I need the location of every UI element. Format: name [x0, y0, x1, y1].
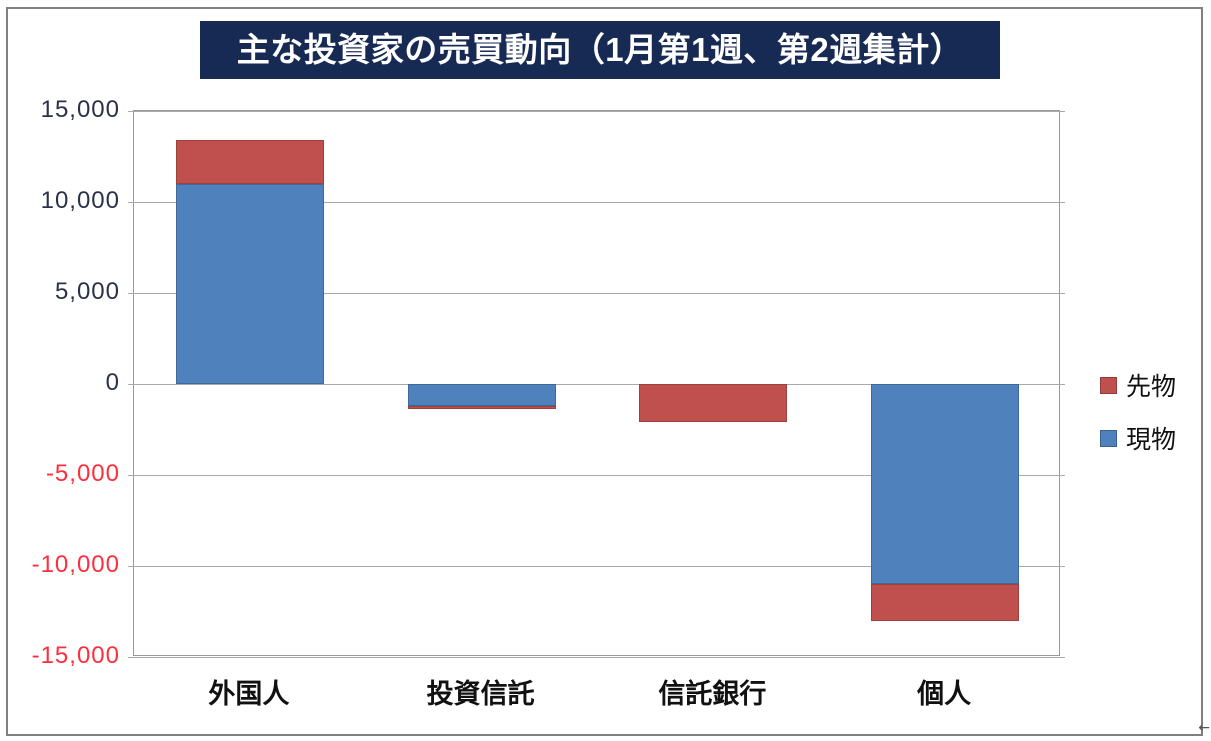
- spot-swatch: [1100, 429, 1117, 447]
- gridline: [128, 565, 1065, 567]
- bar-segment-現物: [175, 183, 324, 384]
- bar-segment-現物: [407, 384, 556, 406]
- legend-item-spot: 現物: [1100, 420, 1176, 456]
- y-tick-label: 5,000: [54, 278, 120, 305]
- bar-segment-先物: [871, 584, 1020, 621]
- gridline: [128, 656, 1065, 658]
- gridline: [128, 383, 1065, 385]
- gridline: [128, 292, 1065, 294]
- bar-segment-先物: [639, 384, 788, 423]
- x-category-label: 外国人: [208, 679, 290, 709]
- chart-title: 主な投資家の売買動向（1月第1週、第2週集計）: [200, 21, 1000, 79]
- legend-item-futures: 先物: [1100, 367, 1176, 403]
- gridline: [128, 474, 1065, 476]
- x-category-label: 信託銀行: [658, 679, 767, 709]
- y-tick-label: 0: [105, 369, 120, 396]
- plot-area: [128, 110, 1065, 658]
- gridline: [128, 201, 1065, 203]
- y-tick-label: 15,000: [40, 96, 120, 123]
- y-tick-label: -10,000: [31, 551, 120, 578]
- gridline: [128, 110, 1065, 112]
- legend-label-spot: 現物: [1126, 426, 1177, 454]
- bar-segment-現物: [871, 384, 1020, 585]
- y-tick-label: 10,000: [40, 187, 120, 214]
- y-tick-label: -15,000: [31, 642, 120, 669]
- legend: 先物 現物: [1100, 367, 1176, 473]
- bar-segment-先物: [175, 140, 324, 184]
- cursor-artifact: ←: [1198, 720, 1210, 736]
- legend-label-futures: 先物: [1126, 373, 1177, 401]
- futures-swatch: [1100, 376, 1117, 394]
- y-tick-label: -5,000: [45, 460, 120, 487]
- x-category-label: 個人: [917, 679, 972, 709]
- x-category-label: 投資信託: [426, 679, 535, 709]
- bar-segment-先物: [407, 405, 556, 410]
